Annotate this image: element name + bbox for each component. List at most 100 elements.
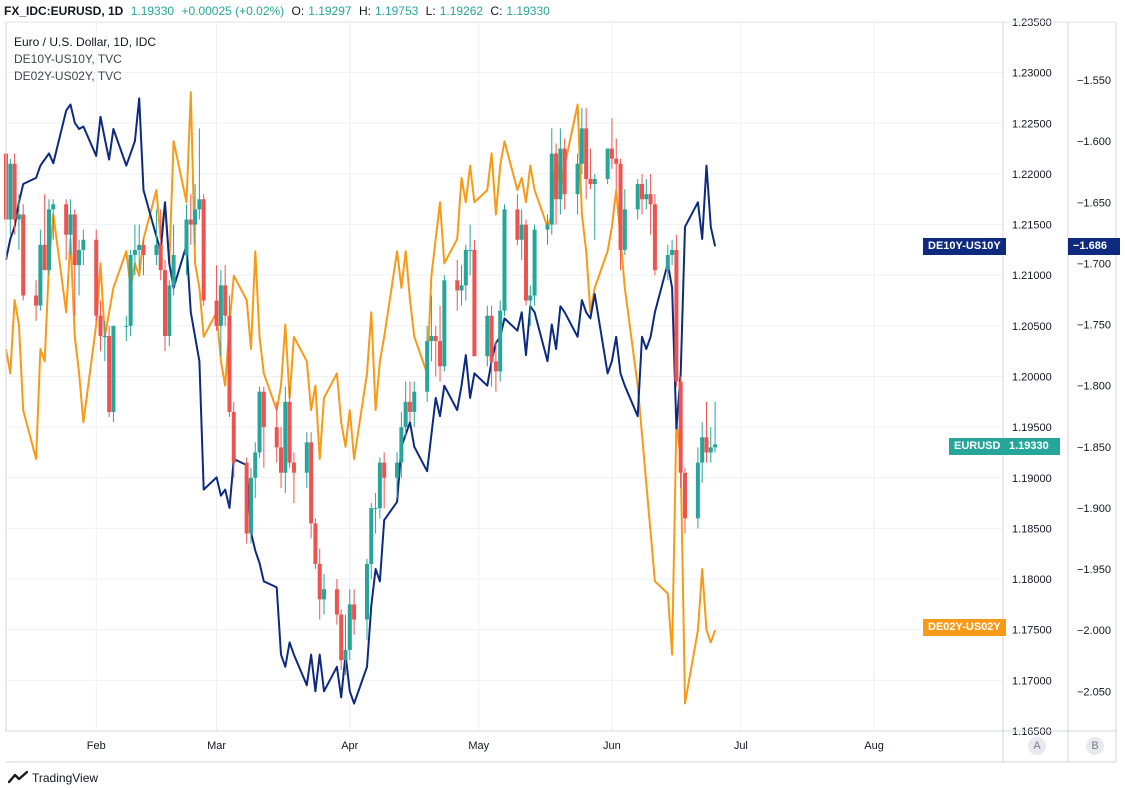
candle-body bbox=[584, 128, 589, 179]
time-axis-label: Apr bbox=[341, 740, 358, 752]
price-axis-label: 1.21000 bbox=[1012, 270, 1052, 282]
candle-body bbox=[72, 214, 77, 266]
candle-body bbox=[489, 315, 494, 362]
candle-body bbox=[713, 444, 718, 448]
candle-body bbox=[399, 427, 404, 463]
candle-up bbox=[463, 244, 468, 301]
legend-de10y-series[interactable]: DE10Y-US10Y, TVC bbox=[14, 52, 122, 66]
candle-up bbox=[558, 128, 563, 215]
candle-up bbox=[364, 558, 369, 640]
candle-down bbox=[72, 209, 77, 316]
candle-down bbox=[227, 295, 232, 418]
candle-body bbox=[377, 462, 382, 509]
candle-up bbox=[425, 325, 430, 402]
data-series bbox=[5, 91, 717, 705]
price-axis-label: 1.22500 bbox=[1012, 118, 1052, 130]
candle-body bbox=[644, 194, 649, 200]
candle-down bbox=[339, 609, 344, 671]
close-label: C: bbox=[490, 4, 503, 18]
candle-down bbox=[609, 118, 614, 169]
price-axis-label: 1.19500 bbox=[1012, 422, 1052, 434]
candle-body bbox=[459, 285, 464, 291]
price-axis-label: 1.21500 bbox=[1012, 220, 1052, 232]
price-axis-label: 1.17500 bbox=[1012, 625, 1052, 637]
candle-up bbox=[167, 280, 172, 347]
candle-up bbox=[51, 199, 56, 240]
candle-body bbox=[8, 163, 13, 220]
candle-body bbox=[279, 447, 284, 473]
price-axis-label: 1.17000 bbox=[1012, 675, 1052, 687]
candle-body bbox=[682, 472, 687, 519]
legend-de02y-series[interactable]: DE02Y-US02Y, TVC bbox=[14, 69, 122, 83]
candle-body bbox=[592, 178, 597, 185]
chart-legend: Euro / U.S. Dollar, 1D, IDC DE10Y-US10Y,… bbox=[14, 34, 156, 85]
candle-body bbox=[695, 462, 700, 519]
candle-body bbox=[347, 604, 352, 650]
candle-down bbox=[652, 194, 657, 276]
price-axis-label: 1.16500 bbox=[1012, 726, 1052, 738]
candle-body bbox=[343, 649, 348, 661]
candle-body bbox=[678, 381, 683, 473]
candle-body bbox=[545, 224, 550, 230]
candle-up bbox=[459, 265, 464, 306]
candle-up bbox=[579, 108, 584, 174]
candle-body bbox=[257, 391, 262, 453]
candle-down bbox=[523, 219, 528, 306]
candle-body bbox=[523, 224, 528, 301]
candle-down bbox=[231, 401, 236, 478]
auto-scale-button[interactable]: A bbox=[1028, 737, 1046, 755]
candle-up bbox=[519, 209, 524, 261]
candle-body bbox=[704, 437, 709, 453]
open-label: O: bbox=[291, 4, 305, 18]
brand-name[interactable]: TradingView bbox=[32, 771, 99, 785]
candle-body bbox=[244, 462, 249, 534]
candle-body bbox=[549, 153, 554, 225]
candle-down bbox=[274, 401, 279, 463]
candle-down bbox=[188, 194, 193, 245]
candle-body bbox=[304, 442, 309, 473]
candle-down bbox=[472, 239, 477, 357]
candle-down bbox=[334, 579, 339, 625]
candle-body bbox=[468, 249, 473, 251]
candle-body bbox=[253, 452, 258, 478]
candles bbox=[4, 108, 718, 676]
candle-up bbox=[665, 244, 670, 281]
candle-body bbox=[433, 335, 438, 342]
tradingview-logo-icon[interactable] bbox=[8, 771, 28, 785]
low-label: L: bbox=[425, 4, 436, 18]
scale-b-button[interactable]: B bbox=[1086, 737, 1104, 755]
candle-up bbox=[635, 178, 640, 220]
price-change: +0.00025 (+0.02%) bbox=[181, 4, 285, 18]
candle-body bbox=[201, 199, 206, 301]
candle-body bbox=[498, 310, 503, 372]
price-axis-label: 1.20500 bbox=[1012, 321, 1052, 333]
candle-body bbox=[154, 244, 159, 255]
spread-axis-label: −1.700 bbox=[1077, 258, 1111, 270]
symbol-title[interactable]: FX_IDC:EURUSD, 1D bbox=[4, 4, 124, 18]
candle-up bbox=[695, 447, 700, 529]
candle-body bbox=[502, 209, 507, 311]
candle-down bbox=[107, 325, 112, 418]
candle-body bbox=[652, 204, 657, 271]
candle-body bbox=[158, 244, 163, 271]
de10y-value-badge: −1.686 bbox=[1068, 238, 1120, 255]
candle-body bbox=[562, 148, 567, 195]
candle-up bbox=[708, 427, 713, 463]
candle-body bbox=[407, 401, 412, 412]
low-value: 1.19262 bbox=[439, 4, 484, 18]
candle-body bbox=[403, 401, 408, 428]
candle-up bbox=[528, 285, 533, 326]
time-axis-label: Jun bbox=[603, 740, 621, 752]
legend-main-series[interactable]: Euro / U.S. Dollar, 1D, IDC bbox=[14, 35, 157, 49]
candle-body bbox=[485, 315, 490, 357]
candle-body bbox=[231, 411, 236, 463]
candle-up bbox=[111, 325, 116, 423]
candle-up bbox=[8, 158, 13, 235]
candle-down bbox=[64, 199, 69, 261]
candle-down bbox=[352, 589, 357, 635]
candle-up bbox=[46, 199, 51, 276]
candle-up bbox=[128, 249, 133, 336]
price-axis-label: 1.22000 bbox=[1012, 169, 1052, 181]
candle-up bbox=[549, 128, 554, 235]
